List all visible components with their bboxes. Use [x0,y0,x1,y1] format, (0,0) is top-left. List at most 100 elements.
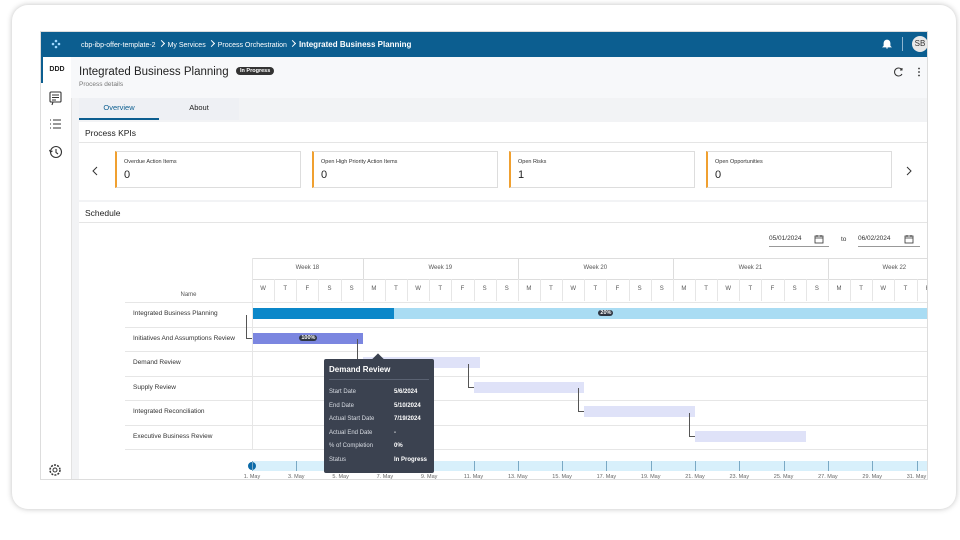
day-line [451,279,453,301]
day-label: W [725,286,732,292]
navigator-tick [296,461,298,471]
day-line [584,279,586,301]
day-line [783,279,785,301]
day-label: T [903,286,908,292]
task-name: Initiatives And Assumptions Review [133,334,235,342]
row-line [125,375,927,377]
tabs: Overview About [79,98,239,120]
day-line [628,279,630,301]
navigator-label: 31. May [906,474,927,480]
tab[interactable]: About [189,103,209,112]
top-bar: cbp-ibp-offer-template-2 My Services Proce… [41,32,927,57]
day-label: F [460,286,465,292]
tooltip-label: Actual Start Date [329,416,375,422]
bell-icon[interactable] [881,38,893,50]
day-line [318,279,320,301]
breadcrumb-item[interactable]: My Services [167,42,206,49]
day-line [695,279,696,301]
page-header: Integrated Business Planning In Progress… [71,57,927,98]
day-label: S [637,286,642,292]
day-label: M [681,286,687,292]
navigator-label: 19. May [640,474,661,480]
day-line [495,279,497,301]
gantt-bar [584,406,695,417]
header-line [252,279,927,280]
navigator-label: 15. May [552,474,572,480]
navigator-tick [827,461,829,471]
date-from[interactable]: 05/01/2024 [769,235,829,247]
day-line [473,279,475,301]
kpi-value: 0 [715,169,722,181]
day-line [539,279,541,301]
day-label: T [748,286,753,292]
kpi-value: 1 [518,169,525,181]
navigator-label: 21. May [685,474,705,480]
status-badge: In Progress [236,67,275,75]
row-line [125,351,927,352]
progress-label: 100% [299,334,318,341]
week-line [362,258,364,279]
row-line [125,400,927,401]
day-label: T [859,286,863,292]
tooltip-label: % of Completion [329,443,374,449]
day-line [429,279,431,301]
day-label: M [371,286,377,292]
day-label: W [570,286,576,292]
breadcrumb-separator [207,39,215,48]
task-name: Demand Review [133,359,181,366]
sidebar: DDD [41,57,72,479]
date-separator: to [841,236,847,243]
settings-icon[interactable] [47,462,63,478]
tooltip-label: End Date [329,402,355,409]
dependency-line [578,388,585,412]
day-label: S [659,286,664,292]
sidebar-icons[interactable] [48,91,64,181]
avatar[interactable]: SB [912,36,927,52]
row-line [125,449,927,450]
dependency-line [246,314,252,339]
header-actions[interactable] [893,66,923,78]
calendar-icon[interactable] [904,234,914,244]
breadcrumb-item[interactable]: cbp-ibp-offer-template-2 [81,42,156,49]
week-line [827,258,829,279]
day-label: W [415,286,421,292]
tooltip-label: Status [329,456,347,463]
tooltip-value: In Progress [394,456,428,463]
navigator-label: 29. May [862,474,882,480]
dependency-line [467,363,474,388]
breadcrumb-separator [157,39,165,48]
day-line [650,279,652,301]
kpi-row: Overdue Action Items 0 Open High Priority … [115,151,895,188]
calendar-icon[interactable] [814,234,824,244]
kpi-label: Open High Priority Action Items [321,159,398,165]
task-name: Integrated Business Planning [133,310,218,317]
day-line [407,279,409,301]
tooltip-label: Start Date [329,389,357,395]
logo [51,39,61,49]
navigator-tick [562,461,564,471]
next-arrow[interactable] [905,166,913,176]
tab[interactable]: Overview [79,98,159,120]
navigator-label: 11. May [463,474,484,480]
day-label: F [770,286,775,292]
kpi-value: 0 [124,169,131,181]
breadcrumb-item[interactable]: Process Orchestration [217,42,287,49]
day-line [672,279,674,301]
navigator-label: 27. May [818,474,838,480]
divider [902,37,903,51]
navigator [252,461,927,471]
sidebar-item[interactable]: DDD [41,57,71,83]
navigator-tick [695,461,696,471]
gantt-bar [252,308,927,319]
date-to[interactable]: 06/02/2024 [858,235,920,247]
task-name: Supply Review [133,383,176,391]
prev-arrow[interactable] [91,166,99,176]
day-label: T [438,286,443,292]
navigator-label: 13. May [508,474,528,480]
navigator-tick [872,461,874,471]
tooltip-label: Actual End Date [329,429,373,436]
day-line [296,279,298,301]
gantt-bar [695,430,806,442]
day-line [362,279,364,301]
